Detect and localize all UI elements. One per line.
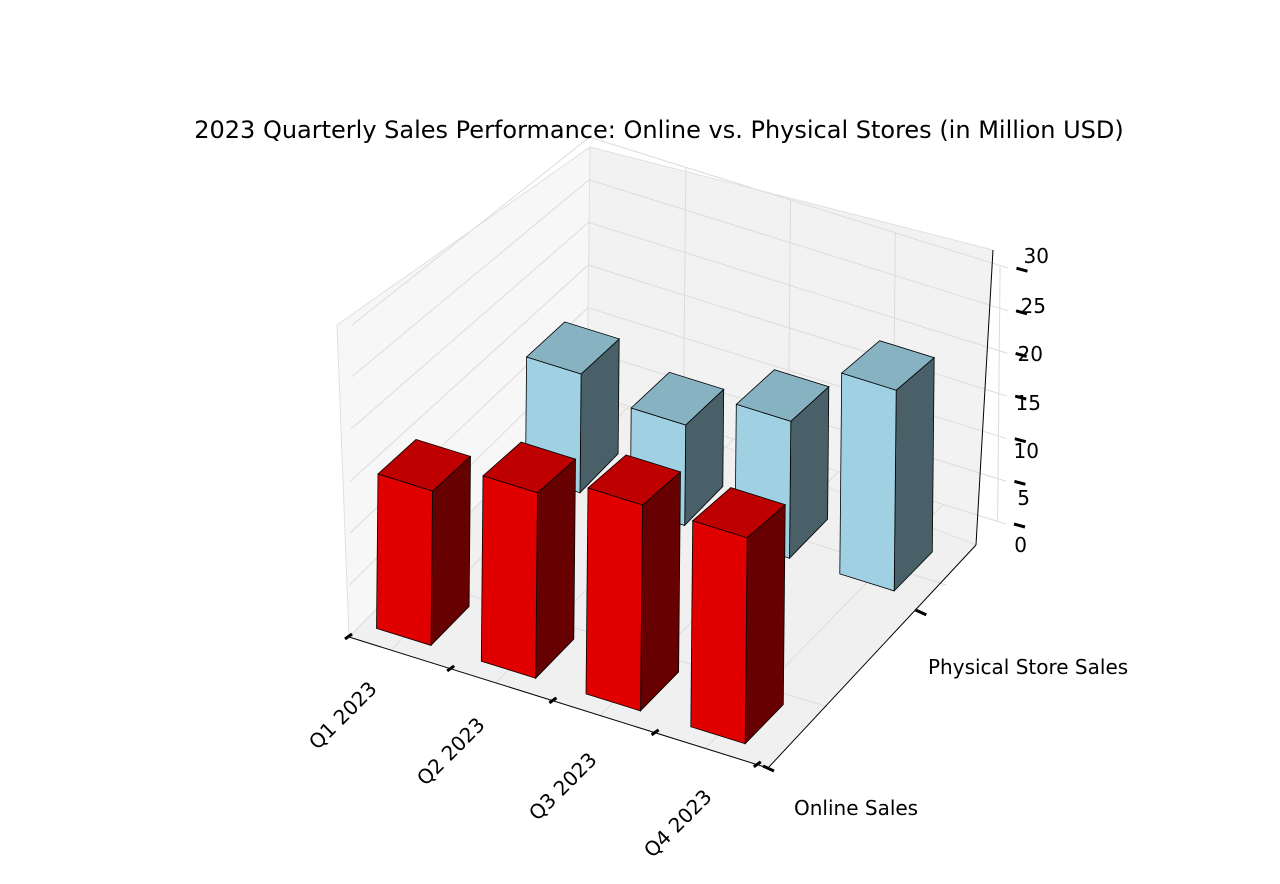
x-tick-label: Q4 2023 — [639, 785, 717, 863]
bar-top-face — [630, 371, 725, 426]
bar-top-face — [377, 438, 472, 492]
x-tick — [344, 632, 353, 641]
gridline — [351, 179, 1009, 378]
z-tick — [1015, 309, 1028, 316]
y-tick — [762, 764, 775, 773]
y-axis-line — [767, 544, 977, 769]
y-tick-labels: Online Sales Physical Store Sales — [794, 655, 1128, 820]
bar-front-face — [585, 487, 643, 712]
bar-online — [585, 454, 682, 712]
z-axis-line — [975, 249, 994, 546]
y-tick-label: Online Sales — [794, 796, 918, 820]
bars-layer — [376, 321, 936, 745]
y-ticks — [762, 608, 927, 773]
bar-side-face — [893, 356, 935, 592]
y-tick — [914, 608, 927, 617]
bar-front-face — [480, 475, 538, 679]
bar-front-face — [690, 520, 748, 745]
bar-top-face — [691, 487, 787, 539]
z-tick-label: 25 — [1021, 294, 1046, 318]
chart-title: 2023 Quarterly Sales Performance: Online… — [194, 116, 1123, 144]
bar-top-face — [587, 454, 682, 506]
x-tick-label: Q3 2023 — [524, 748, 602, 826]
x-tick-label: Q1 2023 — [304, 677, 382, 755]
z-tick — [1015, 351, 1028, 358]
y-tick-label: Physical Store Sales — [928, 655, 1128, 679]
x-ticks — [344, 632, 762, 769]
z-tick — [1014, 394, 1027, 401]
x-tick — [548, 696, 558, 705]
pane-edge — [589, 146, 994, 251]
bar-front-face — [376, 473, 433, 646]
x-axis-line — [348, 636, 769, 769]
bar-top-face — [525, 321, 620, 375]
x-tick — [446, 664, 456, 673]
z-tick — [1013, 522, 1026, 529]
z-tick-label: 10 — [1014, 439, 1039, 463]
x-tick — [752, 760, 762, 769]
x-tick-label: Q2 2023 — [412, 713, 490, 791]
bar-online — [690, 487, 787, 745]
pane-edge — [336, 146, 591, 326]
bar-physical — [839, 340, 936, 592]
z-tick-label: 30 — [1024, 244, 1049, 268]
bar-front-face — [839, 372, 897, 592]
z-tick-label: 5 — [1017, 486, 1030, 510]
z-tick-label: 20 — [1018, 342, 1043, 366]
z-tick-label: 15 — [1016, 391, 1041, 415]
z-tick — [1016, 266, 1028, 273]
pane-edge — [336, 324, 350, 638]
z-tick-label: 0 — [1014, 533, 1027, 557]
bar-physical — [734, 369, 830, 560]
z-tick — [1014, 479, 1026, 486]
bar-side-face — [744, 503, 786, 745]
bar-side-face — [640, 471, 681, 712]
axes-layer — [344, 249, 1028, 773]
x-tick — [650, 728, 660, 737]
z-tick-labels: 0 5 10 15 20 25 30 — [1014, 244, 1049, 557]
bar-top-face — [482, 441, 577, 494]
z-tick — [1014, 437, 1027, 444]
bar-top-face — [840, 340, 936, 391]
gridline — [351, 136, 1009, 326]
bar-online — [376, 438, 472, 647]
z-ticks — [1013, 266, 1028, 529]
bar-top-face — [735, 369, 830, 422]
bar-online — [480, 441, 577, 680]
